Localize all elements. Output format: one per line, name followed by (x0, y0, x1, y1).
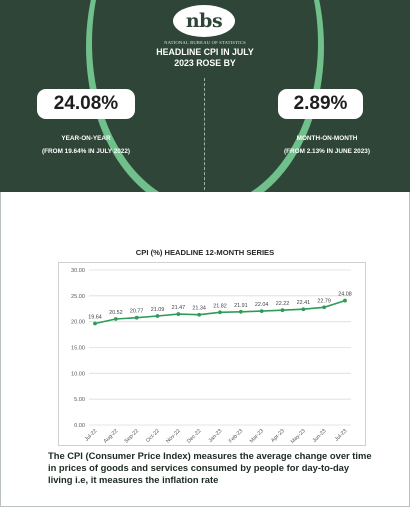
yoy-value-pill: 24.08% (37, 89, 135, 119)
data-point (113, 317, 118, 321)
y-tick-label: 0.00 (74, 423, 85, 429)
x-tick-label: Dec-22 (186, 428, 203, 445)
data-point (343, 298, 347, 303)
data-label: 20.52 (109, 310, 123, 316)
dashed-divider (204, 78, 205, 190)
data-label: 22.41 (297, 300, 311, 306)
data-label: 21.09 (151, 307, 165, 313)
bureau-name: NATIONAL BUREAU OF STATISTICS (164, 40, 246, 45)
data-point (259, 309, 264, 314)
data-label: 21.91 (234, 303, 248, 309)
data-point (280, 308, 285, 313)
x-tick-label: Jul-23 (334, 428, 349, 443)
y-tick-label: 25.00 (71, 294, 85, 300)
chart-title: CPI (%) HEADLINE 12-MONTH SERIES (135, 248, 275, 257)
yoy-sublabel: (FROM 19.64% IN JULY 2022) (41, 148, 131, 155)
x-tick-label: May-23 (290, 428, 307, 445)
data-point (134, 315, 139, 320)
x-tick-label: Aug-22 (103, 428, 120, 445)
logo-text: nbs (185, 10, 223, 32)
yoy-label: YEAR-ON-YEAR (61, 135, 111, 142)
data-label: 24.08 (338, 292, 352, 298)
yoy-value: 24.08% (53, 93, 119, 114)
x-tick-label: Nov-22 (165, 428, 182, 445)
cpi-line-chart: 0.00 5.00 10.00 15.00 20.00 25.00 30.00 19.64 Ju… (71, 268, 352, 445)
mom-value-pill: 2.89% (278, 89, 363, 119)
data-point (197, 312, 202, 317)
data-point (155, 314, 160, 318)
data-point (218, 310, 222, 315)
headline-line-1: HEADLINE CPI IN JULY (156, 47, 254, 57)
data-point (238, 309, 243, 314)
data-label: 22.22 (276, 301, 290, 307)
header-banner: nbs NATIONAL BUREAU OF STATISTICS HEADLI… (0, 0, 410, 192)
data-label: 21.34 (192, 306, 206, 312)
data-label: 20.77 (130, 309, 144, 315)
data-point (176, 312, 181, 316)
x-tick-label: Jun-23 (312, 428, 328, 444)
y-tick-label: 20.00 (71, 320, 85, 326)
y-tick-label: 30.00 (71, 268, 85, 274)
x-tick-label: Jul-22 (84, 428, 99, 443)
x-tick-label: Jan-23 (208, 428, 224, 444)
cpi-definition-text: The CPI (Consumer Price Index) measures … (48, 450, 372, 486)
x-tick-label: Oct-22 (145, 428, 161, 444)
y-tick-label: 5.00 (74, 397, 85, 403)
y-tick-label: 10.00 (71, 371, 85, 377)
x-tick-label: Sep-22 (124, 428, 141, 445)
data-point (93, 321, 97, 326)
data-point (301, 307, 306, 312)
mom-value: 2.89% (293, 93, 348, 114)
headline-line-2: 2023 ROSE BY (174, 58, 236, 68)
data-point (322, 305, 327, 310)
x-tick-label: Apr-23 (270, 428, 286, 444)
mom-sublabel: (FROM 2.13% IN JUNE 2023) (284, 148, 370, 155)
data-label: 22.79 (317, 298, 331, 304)
data-label: 22.04 (255, 302, 269, 308)
data-label: 21.47 (172, 305, 186, 311)
nbs-logo: nbs (173, 5, 235, 37)
x-tick-label: Mar-23 (249, 428, 265, 444)
y-tick-label: 15.00 (71, 346, 85, 352)
x-tick-label: Feb-23 (228, 428, 244, 444)
chart-container: 0.00 5.00 10.00 15.00 20.00 25.00 30.00 19.64 Ju… (58, 262, 366, 446)
data-label: 19.64 (88, 315, 102, 321)
data-label: 21.82 (213, 303, 227, 309)
mom-label: MONTH-ON-MONTH (296, 135, 358, 142)
